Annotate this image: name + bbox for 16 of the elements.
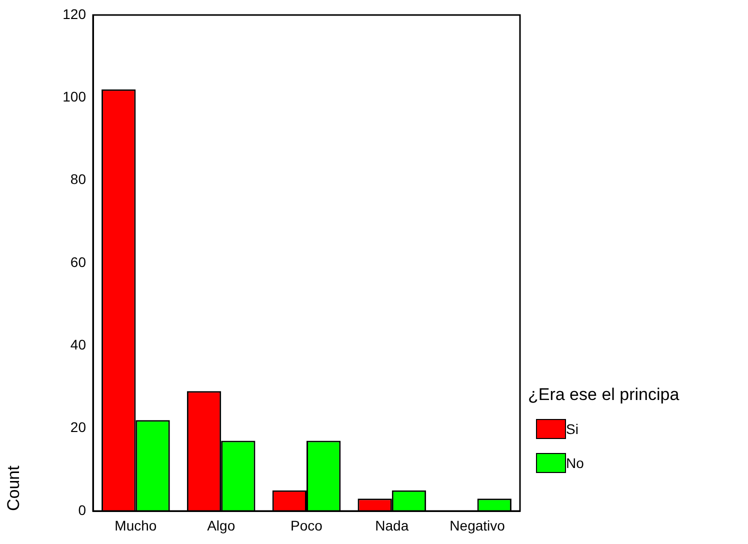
x-tick-label: Algo	[207, 517, 236, 534]
x-tick-label: Mucho	[114, 517, 157, 534]
y-tick-label: 0	[78, 502, 86, 518]
y-tick-label: 120	[62, 6, 86, 22]
y-tick-label: 20	[70, 419, 86, 436]
y-tick-label: 100	[62, 88, 86, 105]
y-axis-title: Count	[4, 465, 23, 511]
legend-title: ¿Era ese el principa	[528, 385, 680, 405]
x-tick-label: Poco	[290, 517, 323, 534]
y-tick-label: 40	[70, 336, 86, 353]
y-tick-label: 80	[70, 171, 86, 188]
x-tick-label: Negativo	[450, 517, 506, 534]
legend-label: Si	[566, 421, 578, 437]
x-tick-label: Nada	[375, 517, 409, 534]
y-tick-label: 60	[70, 254, 86, 270]
legend-label: No	[566, 455, 584, 471]
